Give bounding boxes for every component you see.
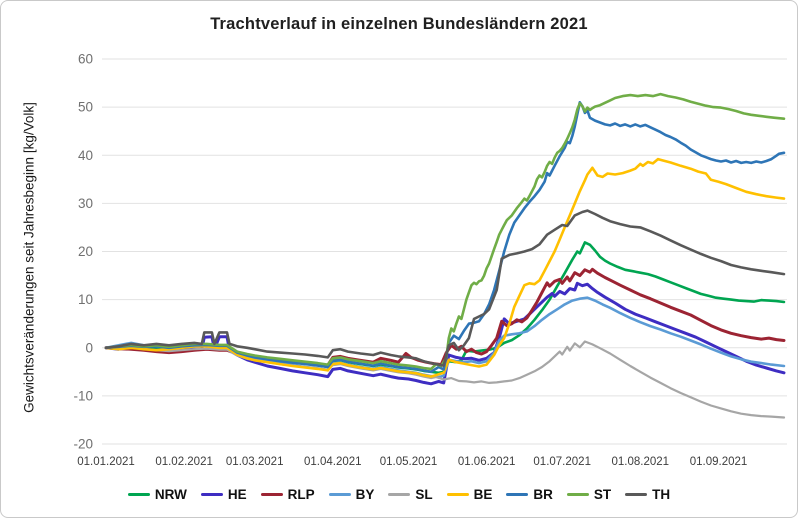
legend-item-BR: BR	[506, 487, 553, 502]
x-tick-label: 01.07.2021	[533, 456, 591, 468]
legend-swatch-NRW	[127, 493, 150, 496]
legend-swatch-HE	[200, 493, 223, 496]
series-line-BE	[104, 157, 786, 378]
chart-title: Trachtverlauf in einzelnen Bundesländern…	[210, 15, 588, 33]
series-line-ST	[104, 92, 786, 371]
x-tick-label: 01.02.2021	[155, 456, 213, 468]
y-tick-label: -10	[73, 388, 93, 403]
y-tick-label: 60	[78, 52, 93, 67]
legend-label-BE: BE	[473, 487, 493, 502]
legend-label-SL: SL	[415, 487, 433, 502]
legend-swatch-BY	[328, 493, 351, 496]
legend-item-HE: HE	[200, 487, 247, 502]
y-tick-label: -20	[73, 437, 93, 452]
y-tick-label: 10	[78, 292, 93, 307]
series-line-BR	[104, 101, 786, 374]
chart-legend: NRW HE RLP BY SL BE BR ST TH	[1, 487, 797, 502]
legend-item-TH: TH	[625, 487, 670, 502]
legend-item-ST: ST	[566, 487, 612, 502]
x-tick-label: 01.06.2021	[458, 456, 516, 468]
y-tick-label: 50	[78, 100, 93, 115]
x-tick-label: 01.05.2021	[380, 456, 438, 468]
y-tick-label: 40	[78, 148, 93, 163]
x-tick-label: 01.04.2021	[304, 456, 362, 468]
legend-swatch-BR	[506, 493, 529, 496]
chart-plot-area: 60 50 40 30 20 10 0 -10 -20 01.01.2021 01.02.2021 0…	[73, 52, 787, 468]
y-tick-label: 20	[78, 244, 93, 259]
legend-swatch-ST	[566, 493, 589, 496]
x-tick-label: 01.01.2021	[77, 456, 135, 468]
legend-swatch-RLP	[260, 493, 283, 496]
legend-label-NRW: NRW	[154, 487, 187, 502]
legend-label-TH: TH	[652, 487, 671, 502]
legend-item-BE: BE	[446, 487, 493, 502]
legend-item-RLP: RLP	[260, 487, 315, 502]
legend-item-SL: SL	[388, 487, 433, 502]
y-tick-label: 0	[85, 340, 93, 355]
legend-swatch-BE	[446, 493, 469, 496]
y-tick-label: 30	[78, 196, 93, 211]
x-tick-label: 01.08.2021	[612, 456, 670, 468]
legend-label-RLP: RLP	[287, 487, 315, 502]
x-tick-label: 01.03.2021	[226, 456, 284, 468]
series-line-TH	[104, 209, 786, 367]
series-line-RLP	[104, 267, 786, 367]
legend-label-BY: BY	[355, 487, 375, 502]
legend-swatch-SL	[388, 493, 411, 496]
legend-item-BY: BY	[328, 487, 375, 502]
legend-label-BR: BR	[533, 487, 553, 502]
legend-label-ST: ST	[593, 487, 612, 502]
legend-label-HE: HE	[227, 487, 247, 502]
legend-item-NRW: NRW	[127, 487, 187, 502]
x-tick-label: 01.09.2021	[690, 456, 748, 468]
legend-swatch-TH	[625, 493, 648, 496]
